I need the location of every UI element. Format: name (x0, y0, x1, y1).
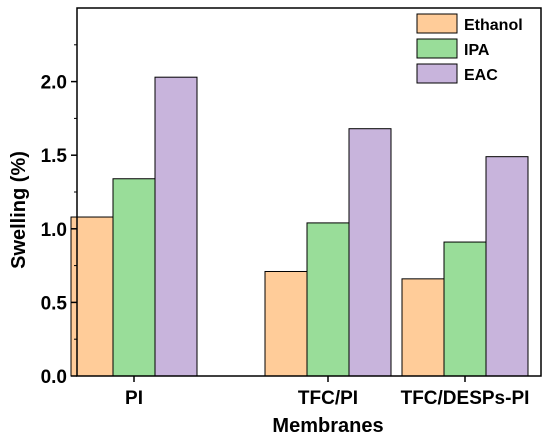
legend-label-ipa: IPA (464, 42, 490, 59)
y-tick-label: 0.5 (41, 293, 68, 314)
bar-ethanol-pi (70, 216, 114, 377)
bar-ethanol-tfc-pi (264, 270, 308, 377)
legend: Ethanol IPA EAC (416, 13, 523, 84)
tick-labels-group: PI TFC/PI TFC/DESPs-PI 0.0 0.5 1.0 1.5 2.0 (41, 73, 530, 409)
bar-ipa-tfc-pi (306, 222, 350, 377)
y-tick-label: 1.0 (41, 220, 67, 241)
bar-eac-pi (154, 76, 198, 377)
legend-label-eac: EAC (464, 67, 498, 84)
y-tick-label: 2.0 (41, 73, 67, 94)
legend-swatch-ethanol (416, 13, 458, 34)
x-tick-label: TFC/DESPs-PI (401, 388, 530, 409)
bar-ipa-tfc-desps-pi (443, 241, 487, 377)
bar-eac-tfc-desps-pi (485, 156, 529, 377)
axes-group (71, 7, 542, 382)
x-tick-label: PI (125, 388, 143, 409)
y-tick-label: 1.5 (41, 146, 68, 167)
x-tick-label: TFC/PI (298, 388, 358, 409)
legend-swatch-ipa (416, 38, 458, 59)
x-axis-title: Membranes (272, 415, 383, 437)
bar-ethanol-tfc-desps-pi (401, 278, 445, 377)
bar-eac-tfc-pi (348, 128, 392, 377)
legend-label-ethanol: Ethanol (464, 17, 523, 34)
bars-group (70, 76, 529, 377)
y-axis-title: Swelling (%) (8, 151, 30, 269)
legend-swatch-eac (416, 63, 458, 84)
y-tick-label: 0.0 (41, 367, 67, 388)
bar-ipa-pi (112, 178, 156, 377)
